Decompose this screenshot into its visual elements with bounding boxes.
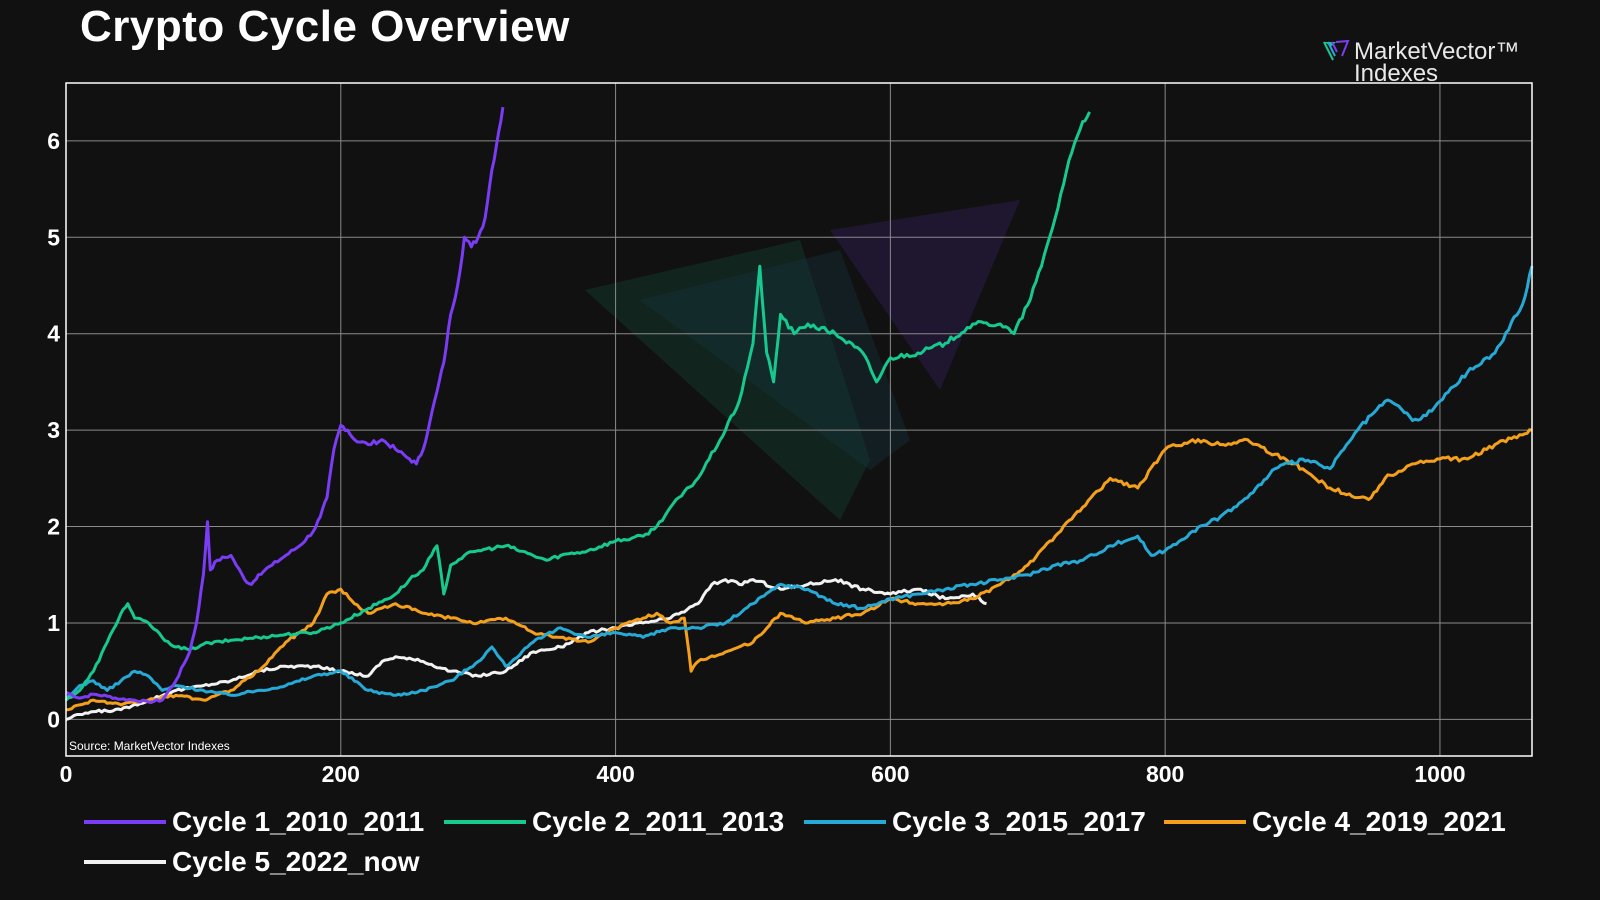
y-tick-label: 5 — [47, 224, 60, 250]
source-note: Source: MarketVector Indexes — [69, 739, 230, 753]
legend-item-cycle-5: Cycle 5_2022_now — [84, 845, 420, 879]
legend-item-cycle-4: Cycle 4_2019_2021 — [1164, 805, 1506, 839]
legend-item-cycle-1: Cycle 1_2010_2011 — [84, 805, 424, 839]
legend-swatch-cycle-4 — [1164, 820, 1246, 824]
legend-swatch-cycle-1 — [84, 820, 166, 824]
series-line-cycle-5 — [65, 578, 987, 721]
legend-swatch-cycle-5 — [84, 860, 166, 864]
y-tick-label: 1 — [47, 610, 60, 636]
y-tick-label: 0 — [47, 706, 60, 732]
x-tick-label: 800 — [1146, 761, 1184, 787]
y-tick-label: 4 — [47, 321, 60, 347]
legend-label-cycle-4: Cycle 4_2019_2021 — [1252, 806, 1506, 837]
x-tick-label: 600 — [871, 761, 909, 787]
legend-label-cycle-2: Cycle 2_2011_2013 — [532, 806, 785, 837]
brand-logo: MarketVector™ Indexes — [1322, 38, 1522, 87]
legend-item-cycle-2: Cycle 2_2011_2013 — [444, 805, 784, 839]
watermark-logo — [585, 200, 1020, 520]
x-tick-label: 1000 — [1414, 761, 1465, 787]
line-chart: 0 200 400 600 800 1000 0 1 2 3 4 5 6 — [47, 82, 1534, 787]
y-tick-label: 2 — [47, 514, 60, 540]
legend-swatch-cycle-2 — [444, 820, 526, 824]
legend-swatch-cycle-3 — [804, 820, 886, 824]
series-line-cycle-1 — [65, 106, 505, 704]
legend-item-cycle-3: Cycle 3_2015_2017 — [804, 805, 1146, 839]
legend-label-cycle-5: Cycle 5_2022_now — [172, 846, 420, 877]
plot-frame — [65, 82, 1533, 757]
series-line-cycle-4 — [65, 428, 1533, 712]
x-tick-label: 0 — [60, 761, 73, 787]
series-line-cycle-3 — [64, 265, 1534, 701]
series-line-cycle-2 — [64, 111, 1091, 702]
y-tick-label: 3 — [47, 417, 60, 443]
chart-title: Crypto Cycle Overview — [80, 2, 570, 51]
brand-name: MarketVector™ — [1354, 38, 1520, 65]
legend-label-cycle-3: Cycle 3_2015_2017 — [892, 806, 1146, 837]
marketvector-logo-icon — [1323, 40, 1350, 61]
legend-label-cycle-1: Cycle 1_2010_2011 — [172, 806, 425, 837]
x-tick-label: 400 — [596, 761, 634, 787]
y-tick-label: 6 — [47, 128, 60, 154]
x-tick-label: 200 — [322, 761, 360, 787]
